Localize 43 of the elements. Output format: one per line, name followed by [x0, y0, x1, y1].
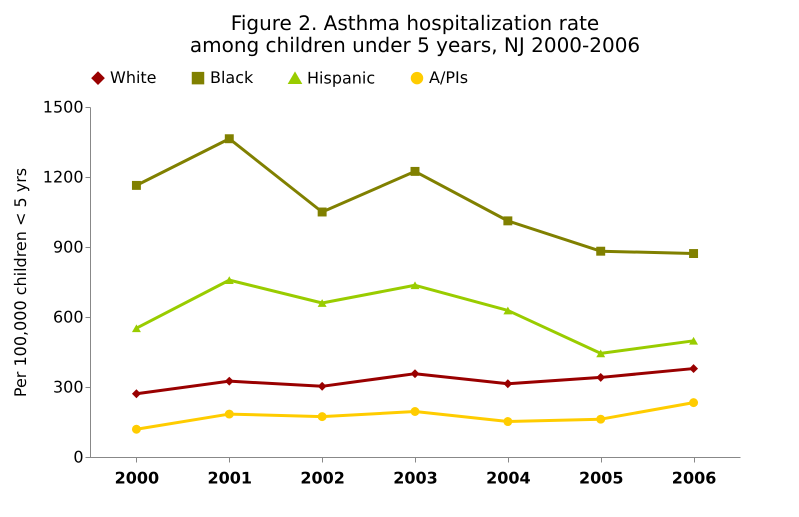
x-tick-label: 2002 — [300, 468, 345, 488]
point — [132, 180, 141, 190]
point — [318, 299, 327, 307]
point — [410, 407, 420, 416]
point — [689, 364, 698, 374]
point — [224, 134, 234, 144]
point — [224, 410, 234, 419]
point — [318, 412, 327, 422]
point — [224, 276, 234, 284]
x-tick-label: 2004 — [486, 468, 531, 488]
point — [689, 398, 698, 408]
point — [689, 336, 698, 345]
legend-label: Black — [210, 68, 254, 88]
point — [132, 424, 141, 434]
x-tick-label: 2006 — [672, 468, 716, 488]
legend-label: Hispanic — [307, 68, 376, 88]
point — [596, 414, 606, 424]
point — [503, 417, 512, 426]
point — [596, 350, 606, 358]
x-tick-label: 2003 — [393, 468, 438, 488]
legend-label: White — [110, 68, 157, 88]
y-tick-label: 900 — [52, 238, 84, 256]
point — [318, 208, 327, 216]
point — [410, 166, 420, 176]
point — [132, 389, 141, 398]
x-tick-label: 2005 — [578, 468, 624, 488]
legend-label: A/PIs — [429, 68, 468, 88]
point — [503, 306, 512, 314]
y-tick-label: 600 — [52, 308, 84, 326]
y-tick-label: 1500 — [42, 98, 84, 116]
point — [410, 281, 420, 290]
point — [689, 249, 698, 258]
x-tick-label: 2001 — [208, 468, 252, 488]
point — [410, 369, 420, 378]
point — [596, 246, 606, 256]
y-axis-title: Per 100,000 children < 5 yrs — [10, 168, 30, 398]
point — [503, 216, 512, 226]
y-tick-label: 1200 — [42, 168, 84, 186]
point — [132, 324, 141, 332]
chart-title: Figure 2. Asthma hospitalization rate among children under 5 years, NJ 2000-2006 — [190, 11, 640, 57]
y-tick-label: 300 — [52, 378, 84, 396]
y-tick-label: 0 — [73, 448, 84, 466]
x-tick-label: 2000 — [114, 468, 160, 488]
